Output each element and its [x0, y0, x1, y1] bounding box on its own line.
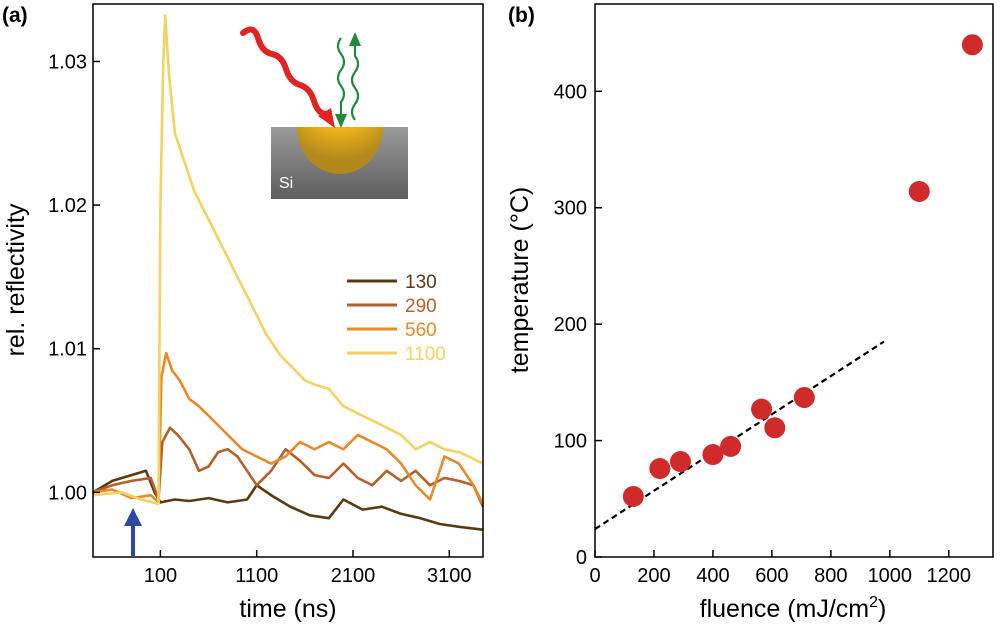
panel-a-y-axis-label: rel. reflectivity	[2, 203, 30, 356]
panel-a-legend: 130 290 560 1100	[347, 272, 446, 365]
panel-a-y-ticks: 1.00 1.01 1.02 1.03	[48, 51, 100, 504]
series-line-1100	[92, 14, 484, 506]
data-point	[622, 485, 644, 507]
x-tick-label: 1200	[927, 565, 972, 587]
x-tick-label: 600	[755, 565, 788, 587]
data-point	[961, 34, 983, 56]
data-point	[908, 180, 930, 202]
data-point	[751, 398, 773, 420]
inset-schematic: Si	[240, 26, 408, 199]
legend-label-130: 130	[405, 272, 437, 293]
data-point	[793, 387, 815, 409]
panel-b-fit-line-group	[594, 340, 885, 530]
data-point	[669, 451, 691, 473]
heated-spot	[297, 127, 383, 174]
panel-a-x-axis-label: time (ns)	[239, 595, 336, 623]
y-tick-label: 300	[554, 198, 587, 220]
y-tick-label: 200	[554, 314, 587, 336]
pump-arrow	[124, 508, 142, 557]
panel-a-plot: 1.00 1.01 1.02 1.03 100 1100 2100 3100	[48, 3, 485, 587]
data-point	[649, 458, 671, 480]
panel-a-axes-frame	[92, 3, 484, 558]
panel-b-x-axis-label-tail: )	[878, 595, 886, 623]
fit-line	[594, 340, 885, 530]
panel-b-axes-frame	[594, 3, 994, 558]
x-tick-label: 3100	[427, 565, 472, 587]
x-tick-label: 400	[696, 565, 729, 587]
panel-b-y-ticks: 0 100 200 300 400	[554, 81, 602, 569]
pump-beam-icon	[240, 26, 329, 117]
x-tick-label: 2100	[331, 565, 376, 587]
y-tick-label: 1.02	[48, 195, 87, 217]
y-tick-label: 400	[554, 81, 587, 103]
panel-b-points-group	[622, 34, 983, 507]
y-tick-label: 1.00	[48, 482, 87, 504]
x-tick-label: 800	[814, 565, 847, 587]
legend-label-290: 290	[405, 296, 437, 317]
inset-si-label: Si	[279, 175, 293, 192]
data-point	[764, 417, 786, 439]
panel-a-x-ticks: 100 1100 2100 3100	[144, 550, 472, 587]
probe-beam-out-icon	[350, 44, 360, 121]
y-tick-label: 0	[576, 547, 587, 569]
panel-b-x-axis-label-sup: 2	[869, 594, 878, 611]
x-tick-label: 0	[589, 565, 600, 587]
data-point	[720, 435, 742, 457]
legend-label-1100: 1100	[405, 344, 446, 365]
y-tick-label: 1.01	[48, 339, 87, 361]
probe-beam-in-icon	[336, 37, 346, 114]
series-line-290	[92, 426, 485, 508]
panel-b-label: (b)	[508, 4, 535, 27]
y-tick-label: 1.03	[48, 51, 87, 73]
series-line-560	[92, 351, 485, 505]
legend-label-560: 560	[405, 320, 437, 341]
panel-b-x-axis-label: fluence (mJ/cm2)	[700, 594, 887, 623]
panel-b-x-axis-label-main: fluence (mJ/cm	[700, 595, 869, 623]
panel-a-series-group	[92, 14, 485, 531]
x-tick-label: 1000	[868, 565, 913, 587]
panel-b-x-ticks: 0 200 400 600 800 1000 1200	[589, 550, 971, 587]
data-point	[702, 444, 724, 466]
series-line-130	[92, 469, 484, 531]
x-tick-label: 100	[144, 565, 177, 587]
x-tick-label: 1100	[235, 565, 278, 587]
panel-b-y-axis-label: temperature (°C)	[506, 187, 534, 373]
x-tick-label: 200	[637, 565, 670, 587]
panel-b-plot: 0 100 200 300 400 0 200 400 600 800 1000 1200	[554, 3, 994, 587]
y-tick-label: 100	[554, 431, 587, 453]
panel-a-label: (a)	[2, 4, 28, 27]
